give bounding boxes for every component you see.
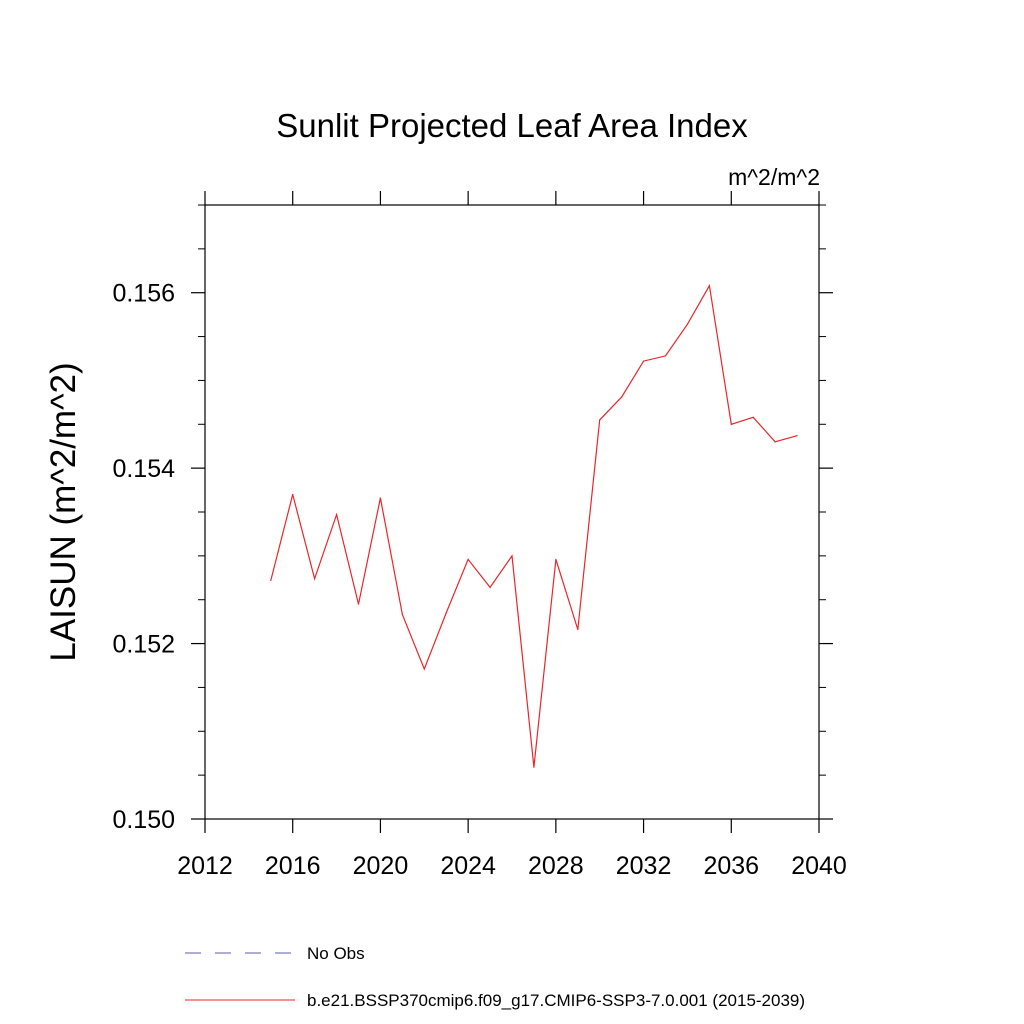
data-point <box>621 396 623 398</box>
data-point <box>708 285 710 287</box>
data-point <box>642 360 645 362</box>
x-tick-label: 2040 <box>791 852 847 880</box>
data-point <box>752 416 754 418</box>
data-point <box>686 323 689 325</box>
x-tick-label: 2032 <box>616 852 672 880</box>
legend-label-model: b.e21.BSSP370cmip6.f09_g17.CMIP6-SSP3-7.… <box>307 991 805 1010</box>
data-point <box>467 558 469 560</box>
x-tick-label: 2036 <box>703 852 759 880</box>
chart-title: Sunlit Projected Leaf Area Index <box>276 107 748 144</box>
data-point <box>357 603 360 605</box>
y-tick-label: 0.152 <box>112 631 175 659</box>
x-tick-label: 2020 <box>353 852 409 880</box>
data-point <box>664 355 667 357</box>
y-tick-label: 0.154 <box>112 455 175 483</box>
data-point <box>314 578 316 580</box>
axis-ticks <box>191 191 833 833</box>
series-line-0 <box>270 283 798 768</box>
data-point <box>401 614 403 616</box>
data-point <box>774 441 776 443</box>
data-point <box>379 497 382 499</box>
y-tick-label: 0.150 <box>112 806 175 834</box>
data-point <box>335 514 338 516</box>
legend: No Obs b.e21.BSSP370cmip6.f09_g17.CMIP6-… <box>185 944 805 1010</box>
axis-tick-labels: 2012 2016 2020 2024 2028 2032 2036 2040 0.150 0.1… <box>112 280 846 880</box>
data-point <box>577 628 579 631</box>
y-tick-label: 0.156 <box>112 280 175 308</box>
data-point <box>555 558 557 560</box>
data-point <box>511 555 513 557</box>
x-tick-label: 2016 <box>265 852 321 880</box>
x-tick-label: 2028 <box>528 852 584 880</box>
plot-frame <box>204 204 820 820</box>
data-point <box>730 423 732 425</box>
data-point <box>599 419 601 421</box>
series-layer <box>270 283 798 768</box>
data-point <box>533 766 535 768</box>
units-label: m^2/m^2 <box>728 164 820 190</box>
data-point <box>423 668 425 670</box>
data-point <box>445 612 447 614</box>
legend-label-no-obs: No Obs <box>307 944 365 963</box>
data-point <box>270 579 272 582</box>
y-axis-label: LAISUN (m^2/m^2) <box>44 362 83 661</box>
data-point <box>489 586 491 589</box>
data-point <box>292 493 294 496</box>
x-tick-label: 2012 <box>177 852 233 880</box>
x-tick-label: 2024 <box>440 852 496 880</box>
data-point <box>796 435 798 437</box>
